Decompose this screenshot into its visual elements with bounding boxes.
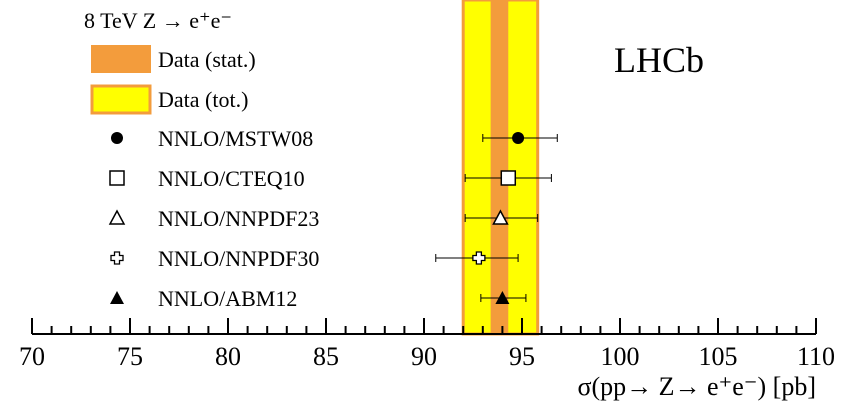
legend-marker-nnlo-cteq10 — [109, 170, 125, 186]
x-tick-label: 70 — [19, 342, 45, 371]
band-data-stat — [490, 0, 509, 334]
x-tick-label: 110 — [797, 342, 835, 371]
marker-open-cross — [472, 251, 486, 265]
legend-marker-nnlo-mstw08 — [111, 132, 123, 144]
legend-label-nnlo-cteq10: NNLO/CTEQ10 — [158, 166, 305, 191]
marker-open-triangle — [492, 209, 509, 225]
data-bands — [461, 0, 540, 336]
x-tick-label: 105 — [699, 342, 738, 371]
point-nnlo-nnpdf23 — [464, 209, 539, 225]
point-nnlo-abm12 — [480, 291, 527, 304]
x-axis: 70 75 80 85 90 95 100 105 110 — [19, 318, 835, 371]
x-tick-label: 75 — [117, 342, 143, 371]
legend-marker-nnlo-nnpdf30 — [110, 251, 124, 265]
legend-label-nnlo-nnpdf23: NNLO/NNPDF23 — [158, 206, 319, 231]
legend-label-tot: Data (tot.) — [158, 87, 248, 112]
legend-swatch-stat — [91, 45, 151, 73]
prediction-points — [435, 132, 558, 304]
x-axis-label: σ(pp→ Z→ e⁺e⁻) [pb] — [577, 372, 816, 401]
legend: Data (stat.) Data (tot.) NNLO/MSTW08 NNLO/C… — [90, 45, 319, 311]
x-tick-label: 80 — [215, 342, 241, 371]
marker-filled-circle — [512, 132, 525, 144]
legend-label-nnlo-abm12: NNLO/ABM12 — [158, 286, 297, 311]
marker-open-square — [500, 170, 517, 186]
x-tick-label: 95 — [509, 342, 535, 371]
legend-swatch-tot — [90, 84, 152, 115]
legend-label-nnlo-nnpdf30: NNLO/NNPDF30 — [158, 246, 319, 271]
point-nnlo-mstw08 — [482, 132, 558, 144]
legend-label-nnlo-mstw08: NNLO/MSTW08 — [158, 126, 313, 151]
x-tick-label: 90 — [411, 342, 437, 371]
lhcb-watermark: LHCb — [614, 40, 704, 80]
point-nnlo-cteq10 — [464, 170, 552, 186]
legend-label-stat: Data (stat.) — [158, 47, 256, 72]
marker-filled-triangle — [495, 291, 510, 304]
x-tick-label: 85 — [313, 342, 339, 371]
legend-marker-nnlo-nnpdf23 — [108, 209, 126, 225]
x-tick-label: 100 — [601, 342, 640, 371]
legend-marker-nnlo-abm12 — [110, 291, 124, 304]
point-nnlo-nnpdf30 — [435, 251, 519, 265]
chart-header: 8 TeV Z → e⁺e⁻ — [84, 8, 232, 33]
